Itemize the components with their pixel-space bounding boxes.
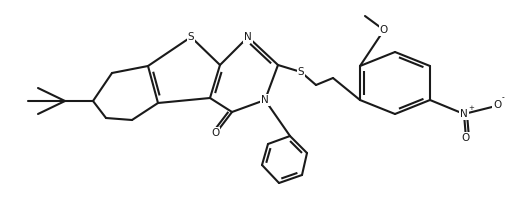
Text: N: N	[261, 95, 269, 105]
Text: S: S	[188, 32, 195, 42]
Text: N: N	[460, 109, 468, 119]
Text: S: S	[298, 67, 304, 77]
Text: +: +	[468, 105, 474, 111]
Text: O: O	[380, 25, 388, 35]
Text: -: -	[502, 93, 505, 102]
Text: O: O	[462, 133, 470, 143]
Text: O: O	[493, 100, 501, 110]
Text: O: O	[211, 128, 219, 138]
Text: N: N	[244, 32, 252, 42]
